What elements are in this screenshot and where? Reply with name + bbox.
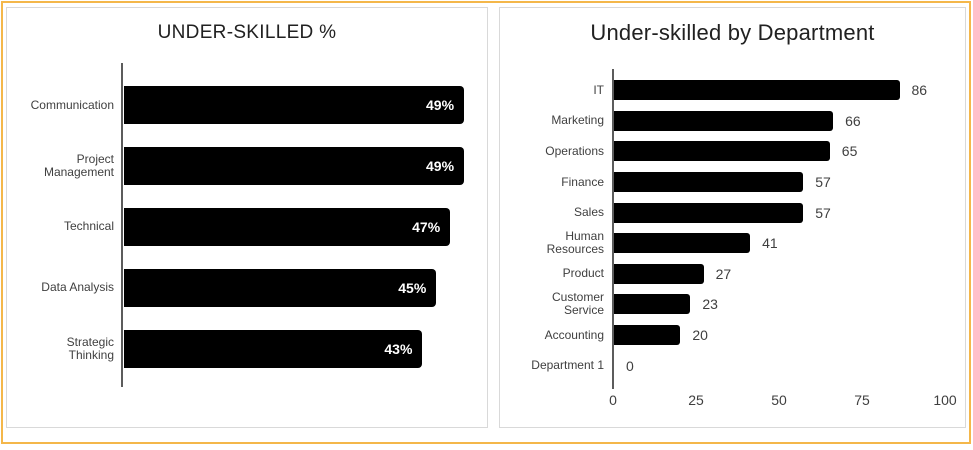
bar-row: Sales 57 xyxy=(500,197,957,228)
category-label: Sales xyxy=(573,205,604,220)
category-label: Operations xyxy=(545,143,604,158)
bar-cell: 65 xyxy=(612,141,957,162)
value-label: 43% xyxy=(384,340,413,357)
bar-cell: 43% xyxy=(122,329,479,368)
value-label: 57 xyxy=(815,204,831,221)
bar: 43% xyxy=(124,329,423,368)
bar-row: Data Analysis 45% xyxy=(7,257,479,318)
under-skilled-percent-chart-card[interactable]: UNDER-SKILLED % Communication 49% Project … xyxy=(6,7,488,428)
bar-cell: 86 xyxy=(612,80,957,101)
bar xyxy=(614,233,751,254)
value-label: 20 xyxy=(692,327,708,344)
bar-cell: 41 xyxy=(612,233,957,254)
x-tick-label: 75 xyxy=(854,392,870,408)
bar-cell: 23 xyxy=(612,294,957,315)
bar-cell: 49% xyxy=(122,147,479,186)
category-label: Finance xyxy=(561,174,604,189)
value-label: 86 xyxy=(911,82,928,99)
bar-row: Product 27 xyxy=(500,259,957,290)
bar xyxy=(614,141,830,162)
bar: 47% xyxy=(124,207,451,246)
value-label: 57 xyxy=(815,174,831,191)
bar-cell: 27 xyxy=(612,263,957,284)
bar-cell: 20 xyxy=(612,325,957,346)
bar-cell: 49% xyxy=(122,86,479,125)
category-label: Accounting xyxy=(544,327,604,342)
y-axis-line xyxy=(612,69,614,389)
bar-row: Accounting 20 xyxy=(500,320,957,351)
value-label: 45% xyxy=(398,279,427,296)
value-label: 49% xyxy=(426,97,455,114)
plot-area: Communication 49% Project Management 49% Tec… xyxy=(7,63,479,387)
bar xyxy=(614,110,834,131)
bar-cell: 57 xyxy=(612,172,957,193)
category-label: Technical xyxy=(63,219,114,234)
category-label: Strategic Thinking xyxy=(66,334,114,362)
bar-row: Finance 57 xyxy=(500,167,957,198)
value-label: 27 xyxy=(715,265,732,282)
value-label: 65 xyxy=(841,143,858,160)
x-tick-label: 25 xyxy=(688,392,704,408)
bar-row: IT 86 xyxy=(500,75,957,106)
bar xyxy=(614,202,804,223)
bar-row: Project Management 49% xyxy=(7,136,479,197)
category-label: Customer Service xyxy=(551,290,604,318)
bar-cell: 45% xyxy=(122,268,479,307)
bar-row: Communication 49% xyxy=(7,75,479,136)
bar xyxy=(614,263,704,284)
category-label: Product xyxy=(562,266,604,281)
bar-row: Strategic Thinking 43% xyxy=(7,318,479,379)
category-label: IT xyxy=(593,82,604,97)
bar-cell: 66 xyxy=(612,110,957,131)
bar-row: Human Resources 41 xyxy=(500,228,957,259)
chart-title: UNDER-SKILLED % xyxy=(157,22,337,43)
bar: 45% xyxy=(124,268,437,307)
value-label: 0 xyxy=(626,357,634,374)
x-tick-label: 50 xyxy=(771,392,787,408)
value-label: 66 xyxy=(845,112,861,129)
bar-cell: 57 xyxy=(612,202,957,223)
x-tick-label: 0 xyxy=(609,392,617,408)
x-axis-ticks: 0 25 50 75 100 xyxy=(609,392,957,412)
chart-title: Under-skilled by Department xyxy=(590,20,875,45)
bar xyxy=(614,294,691,315)
category-label: Communication xyxy=(30,97,114,112)
category-label: Data Analysis xyxy=(41,280,114,295)
bar-row: Marketing 66 xyxy=(500,106,957,137)
category-label: Human Resources xyxy=(546,229,604,257)
bar xyxy=(614,80,900,101)
category-label: Project Management xyxy=(43,152,114,180)
bar: 49% xyxy=(124,86,465,125)
bar-row: Customer Service 23 xyxy=(500,289,957,320)
bar-row: Operations 65 xyxy=(500,136,957,167)
x-tick-label: 100 xyxy=(933,392,957,408)
bar: 49% xyxy=(124,147,465,186)
value-label: 23 xyxy=(702,296,718,313)
value-label: 41 xyxy=(762,235,778,252)
bar-cell: 47% xyxy=(122,207,479,246)
value-label: 47% xyxy=(412,218,441,235)
value-label: 49% xyxy=(426,158,455,175)
bar-row: Technical 47% xyxy=(7,197,479,258)
under-skilled-by-department-chart-card[interactable]: Under-skilled by Department IT 86 Marketin… xyxy=(499,7,966,428)
category-label: Marketing xyxy=(551,113,604,128)
category-label: Department 1 xyxy=(531,358,604,373)
bar xyxy=(614,325,681,346)
bar xyxy=(614,172,804,193)
y-axis-line xyxy=(121,63,123,387)
bar-row: Department 1 0 xyxy=(500,350,957,381)
bar-cell: 0 xyxy=(612,356,957,376)
plot-area: IT 86 Marketing 66 Operations 65 Finance 57 Sale… xyxy=(500,69,957,389)
